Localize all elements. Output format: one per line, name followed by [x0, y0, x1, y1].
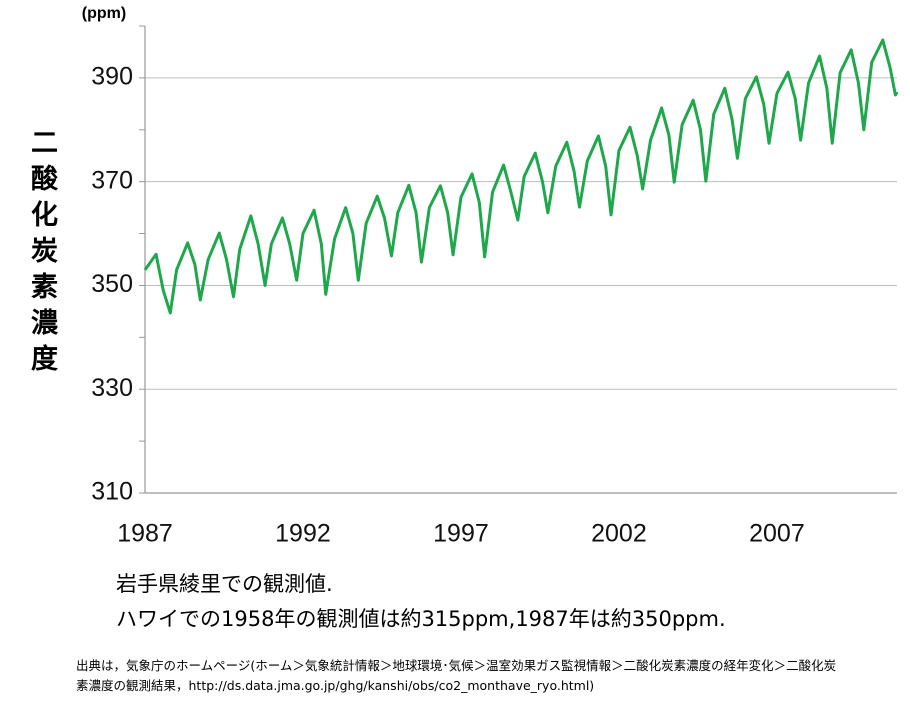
y-tick-label: 350	[91, 270, 133, 298]
data-line	[143, 38, 899, 315]
chart: (ppm) 310 330 350 370 390 1987 1992 1997 2002 200…	[82, 5, 899, 548]
x-tick-label: 2002	[591, 520, 647, 548]
unit-label: (ppm)	[82, 5, 126, 22]
x-tick-label: 1987	[117, 520, 173, 548]
y-tick-label: 390	[91, 62, 133, 90]
source-note: 出典は，気象庁のホームページ(ホーム＞気象統計情報＞地球環境･気候＞温室効果ガス…	[76, 658, 837, 693]
x-tick-label: 1997	[433, 520, 489, 548]
annotation: 岩手県綾里での観測値.	[116, 572, 333, 596]
y-axis-label: 二酸化炭素濃度	[26, 128, 57, 380]
y-tick-label: 370	[91, 166, 133, 194]
y-tick-label: 310	[91, 478, 133, 506]
x-tick-label: 1992	[275, 520, 331, 548]
annotation: ハワイでの1958年の観測値は約315ppm,1987年は約350ppm.	[116, 607, 726, 631]
y-tick-label: 330	[91, 374, 133, 402]
x-tick-label: 2007	[749, 520, 805, 548]
